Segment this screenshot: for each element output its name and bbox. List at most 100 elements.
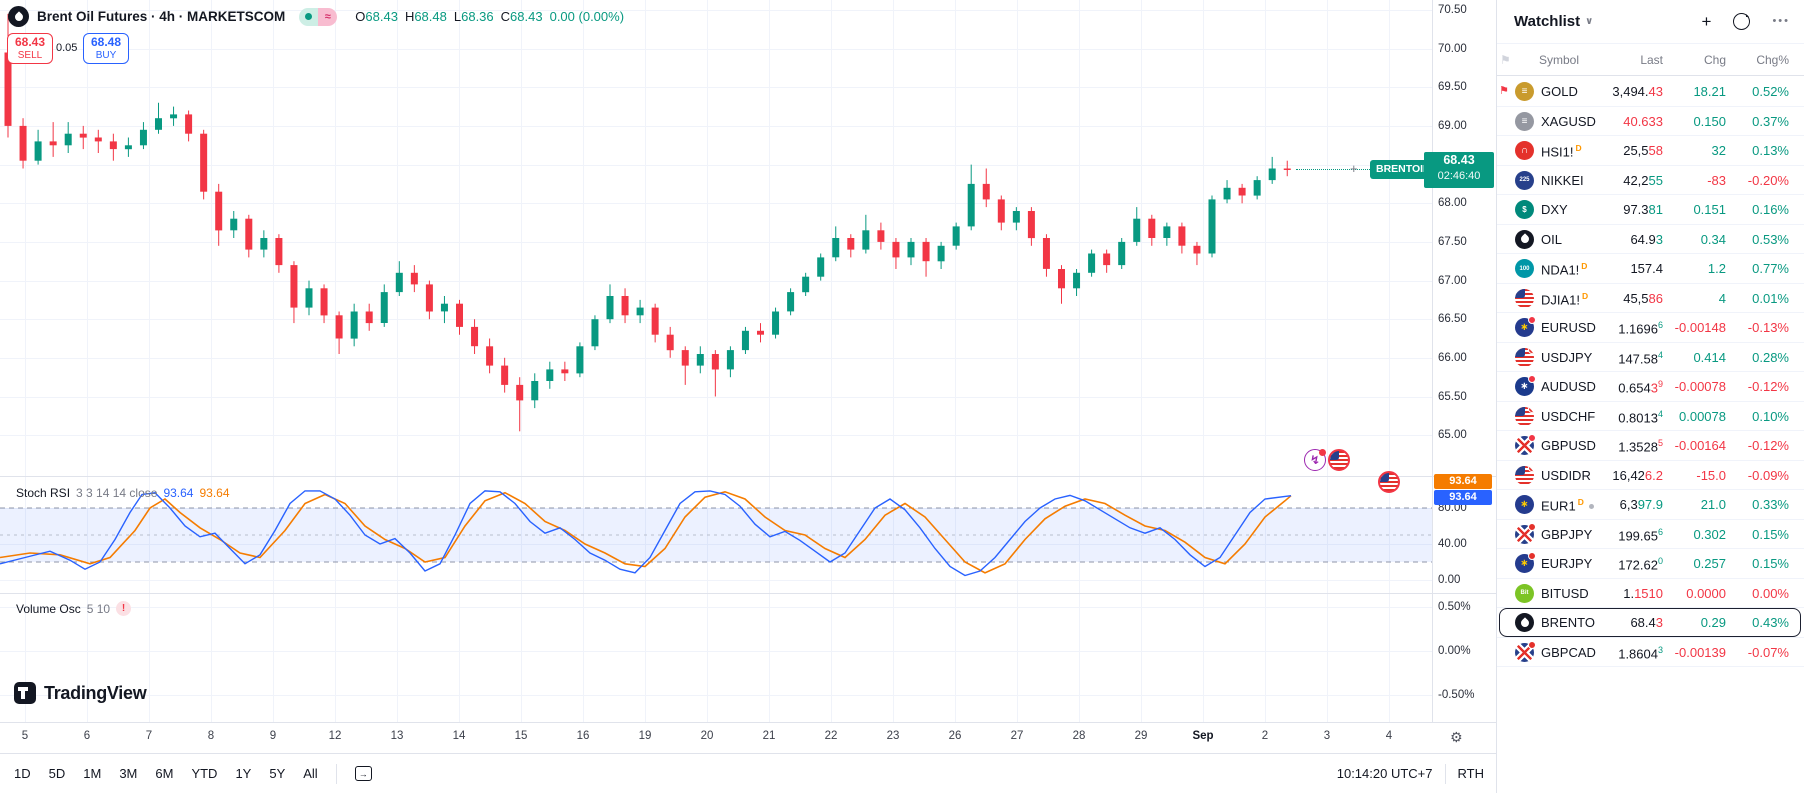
price-tick[interactable]: 66.50	[1438, 313, 1467, 326]
session-toggle-rth[interactable]: RTH	[1457, 766, 1484, 781]
date-tick[interactable]: 8	[207, 730, 215, 742]
price-line-plus-marker[interactable]: +	[1350, 161, 1358, 176]
watchlist-row-hsi1![interactable]: ∩ HSI1! D 25,558 32 0.13%	[1497, 136, 1804, 166]
column-chgpct[interactable]: Chg%	[1756, 53, 1789, 67]
date-tick[interactable]: 19	[638, 730, 652, 742]
date-tick[interactable]: 22	[824, 730, 838, 742]
watchlist-row-eur1[interactable]: ∗ EUR1 D 6,397.9 21.0 0.33%	[1497, 490, 1804, 520]
range-button-3m[interactable]: 3M	[119, 766, 138, 781]
buy-button[interactable]: 68.48 BUY	[83, 33, 129, 64]
date-tick[interactable]: 7	[145, 730, 153, 742]
watchlist-row-nikkei[interactable]: 225 NIKKEI 42,255 -83 -0.20%	[1497, 166, 1804, 195]
watchlist-row-xagusd[interactable]: ≡ XAGUSD 40.633 0.150 0.37%	[1497, 107, 1804, 136]
volume-tick[interactable]: 0.50%	[1438, 601, 1471, 613]
watchlist-row-eurusd[interactable]: ∗ EURUSD 1.16966 -0.00148 -0.13%	[1497, 313, 1804, 343]
sell-button[interactable]: 68.43 SELL	[7, 33, 53, 64]
price-tick[interactable]: 70.50	[1438, 4, 1467, 16]
price-tick[interactable]: 70.00	[1438, 42, 1467, 55]
watchlist-row-gbpjpy[interactable]: GBPJPY 199.656 0.302 0.15%	[1497, 520, 1804, 549]
axis-settings-gear-icon[interactable]: ⚙	[1450, 729, 1463, 745]
date-tick[interactable]: 5	[21, 730, 29, 742]
date-tick[interactable]: 12	[328, 730, 342, 742]
price-tick[interactable]: 69.50	[1438, 81, 1467, 94]
indicator-error-icon[interactable]: !	[116, 601, 132, 616]
flag-column-icon[interactable]: ⚑	[1500, 53, 1511, 67]
date-tick[interactable]: 4	[1385, 730, 1393, 742]
market-status-pill[interactable]: ≈	[299, 7, 338, 26]
date-tick[interactable]: 2	[1261, 730, 1269, 742]
price-axis[interactable]	[1432, 0, 1496, 722]
date-tick[interactable]: 21	[762, 730, 776, 742]
date-tick[interactable]: 14	[452, 730, 466, 742]
range-button-6m[interactable]: 6M	[155, 766, 174, 781]
pane-separator[interactable]	[0, 593, 1496, 594]
economic-event-us-flag-icon[interactable]	[1328, 449, 1350, 471]
economic-event-lightning-icon[interactable]: ↯	[1304, 449, 1326, 471]
date-tick[interactable]: 3	[1323, 730, 1331, 742]
range-button-5y[interactable]: 5Y	[269, 766, 286, 781]
price-tick[interactable]: 67.00	[1438, 274, 1467, 287]
range-button-1y[interactable]: 1Y	[235, 766, 252, 781]
price-tick[interactable]: 69.00	[1438, 119, 1467, 132]
column-last[interactable]: Last	[1640, 53, 1663, 67]
volume-osc-indicator-label[interactable]: Volume Osc 5 10 !	[16, 601, 132, 616]
watchlist-row-brento[interactable]: BRENTO 68.43 0.29 0.43%	[1497, 608, 1804, 638]
stoch-tick[interactable]: 40.00	[1438, 538, 1467, 550]
watchlist-row-gbpusd[interactable]: GBPUSD 1.35285 -0.00164 -0.12%	[1497, 431, 1804, 461]
date-tick[interactable]: Sep	[1192, 730, 1214, 742]
price-tick[interactable]: 65.50	[1438, 390, 1467, 403]
watchlist-row-gold[interactable]: ⚑ ≡ GOLD 3,494.43 18.21 0.52%	[1497, 77, 1804, 107]
go-to-date-button[interactable]: →	[354, 766, 372, 781]
price-tick[interactable]: 66.00	[1438, 351, 1467, 364]
pane-separator[interactable]	[0, 476, 1496, 477]
price-tick[interactable]: 67.50	[1438, 235, 1467, 248]
date-tick[interactable]: 27	[1010, 730, 1024, 742]
column-chg[interactable]: Chg	[1703, 53, 1726, 67]
date-tick[interactable]: 16	[576, 730, 590, 742]
date-tick[interactable]: 13	[390, 730, 404, 742]
volume-tick[interactable]: 0.00%	[1438, 645, 1471, 657]
clock-time[interactable]: 10:14:20 UTC+7	[1336, 766, 1433, 781]
heatmap-pie-icon[interactable]	[1733, 13, 1751, 30]
date-tick[interactable]: 29	[1134, 730, 1148, 742]
watchlist-row-djia1![interactable]: DJIA1! D 45,586 4 0.01%	[1497, 284, 1804, 313]
range-button-1m[interactable]: 1M	[83, 766, 102, 781]
watchlist-row-eurjpy[interactable]: ∗ EURJPY 172.620 0.257 0.15%	[1497, 549, 1804, 579]
range-button-ytd[interactable]: YTD	[191, 766, 218, 781]
tradingview-watermark[interactable]: TradingView	[14, 682, 147, 704]
date-tick[interactable]: 9	[269, 730, 277, 742]
candlestick-chart[interactable]	[0, 0, 1432, 476]
chart-plot-area[interactable]	[0, 0, 1432, 722]
watchlist-row-usdjpy[interactable]: USDJPY 147.584 0.414 0.28%	[1497, 343, 1804, 372]
price-tick[interactable]: 68.00	[1438, 197, 1467, 210]
watchlist-row-bitusd[interactable]: Bit BITUSD 1.1510 0.0000 0.00%	[1497, 579, 1804, 608]
watchlist-row-gbpcad[interactable]: GBPCAD 1.86043 -0.00139 -0.07%	[1497, 638, 1804, 667]
range-button-1d[interactable]: 1D	[14, 766, 31, 781]
date-tick[interactable]: 23	[886, 730, 900, 742]
date-tick[interactable]: 26	[948, 730, 962, 742]
economic-event-us-flag-icon[interactable]	[1378, 471, 1400, 493]
flagged-icon[interactable]: ⚑	[1499, 85, 1509, 97]
more-options-icon[interactable]: •••	[1772, 15, 1790, 27]
watchlist-row-usdchf[interactable]: USDCHF 0.80134 0.00078 0.10%	[1497, 402, 1804, 431]
watchlist-row-audusd[interactable]: ∗ AUDUSD 0.65439 -0.00078 -0.12%	[1497, 372, 1804, 402]
watchlist-title-menu[interactable]: Watchlist ∨	[1514, 13, 1593, 30]
watchlist-row-usdidr[interactable]: USDIDR 16,426.2 -15.0 -0.09%	[1497, 461, 1804, 490]
stoch-tick[interactable]: 80.00	[1438, 502, 1467, 514]
date-tick[interactable]: 20	[700, 730, 714, 742]
column-symbol[interactable]: Symbol	[1539, 53, 1580, 67]
stoch-rsi-pane[interactable]	[0, 476, 1432, 593]
stoch-tick[interactable]: 0.00	[1438, 574, 1461, 586]
price-tick[interactable]: 65.00	[1438, 429, 1467, 442]
volume-tick[interactable]: -0.50%	[1438, 689, 1475, 701]
watchlist-row-dxy[interactable]: $ DXY 97.381 0.151 0.16%	[1497, 195, 1804, 225]
watchlist-row-oil[interactable]: OIL 64.93 0.34 0.53%	[1497, 225, 1804, 254]
date-tick[interactable]: 6	[83, 730, 91, 742]
watchlist-row-nda1![interactable]: 100 NDA1! D 157.4 1.2 0.77%	[1497, 254, 1804, 284]
symbol-title[interactable]: Brent Oil Futures · 4h · MARKETSCOM	[37, 9, 286, 24]
range-button-5d[interactable]: 5D	[48, 766, 66, 781]
date-tick[interactable]: 15	[514, 730, 528, 742]
date-tick[interactable]: 28	[1072, 730, 1086, 742]
time-axis[interactable]: 5 6 7 8 9 12 13 14 15 16 19 20 21 22 23 26 27 28 29 Sep 2 3 4	[0, 722, 1496, 753]
stoch-rsi-indicator-label[interactable]: Stoch RSI 3 3 14 14 close 93.64 93.64	[16, 486, 230, 500]
